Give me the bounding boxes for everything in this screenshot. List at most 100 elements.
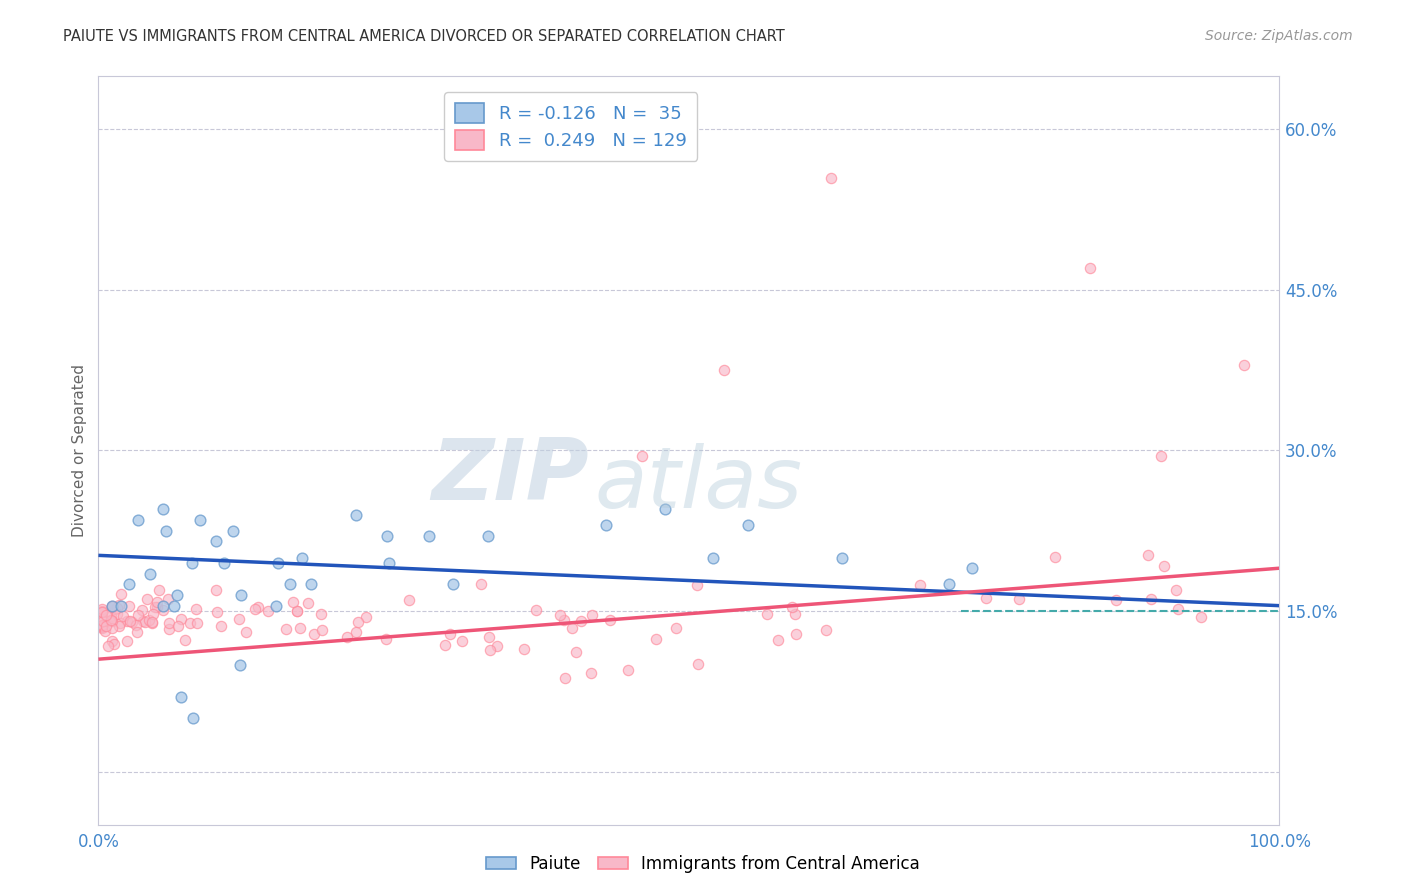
Point bbox=[120, 614, 142, 628]
Point bbox=[470, 577, 492, 591]
Point bbox=[100, 613, 122, 627]
Point bbox=[186, 615, 208, 630]
Point bbox=[157, 592, 180, 607]
Point bbox=[155, 524, 177, 538]
Point bbox=[311, 607, 333, 621]
Point bbox=[290, 550, 312, 565]
Point bbox=[737, 518, 759, 533]
Point bbox=[91, 621, 114, 635]
Point bbox=[118, 599, 141, 613]
Point bbox=[110, 599, 132, 613]
Point bbox=[264, 599, 287, 613]
Point bbox=[346, 615, 368, 629]
Point bbox=[91, 603, 114, 617]
Point bbox=[336, 630, 359, 644]
Point bbox=[104, 602, 127, 616]
Point bbox=[91, 619, 114, 633]
Point bbox=[131, 603, 153, 617]
Point bbox=[117, 634, 139, 648]
Point bbox=[780, 599, 803, 614]
Point bbox=[157, 616, 180, 631]
Point bbox=[91, 605, 114, 619]
Point bbox=[281, 595, 304, 609]
Point bbox=[561, 621, 583, 635]
Point bbox=[180, 556, 202, 570]
Point bbox=[222, 524, 245, 538]
Point bbox=[1153, 558, 1175, 573]
Point bbox=[103, 637, 125, 651]
Point bbox=[686, 657, 709, 671]
Point bbox=[105, 607, 128, 621]
Legend: R = -0.126   N =  35, R =  0.249   N = 129: R = -0.126 N = 35, R = 0.249 N = 129 bbox=[444, 93, 697, 161]
Point bbox=[148, 583, 170, 598]
Point bbox=[166, 588, 188, 602]
Point bbox=[141, 615, 163, 629]
Point bbox=[246, 600, 269, 615]
Point bbox=[91, 620, 114, 634]
Point bbox=[579, 665, 602, 680]
Point bbox=[166, 618, 188, 632]
Point bbox=[229, 588, 252, 602]
Point bbox=[132, 615, 155, 629]
Point bbox=[595, 518, 617, 533]
Point bbox=[181, 711, 204, 725]
Point bbox=[702, 550, 724, 565]
Point bbox=[756, 607, 779, 621]
Text: atlas: atlas bbox=[595, 442, 803, 525]
Point bbox=[98, 614, 121, 628]
Point bbox=[146, 599, 169, 614]
Point bbox=[1008, 592, 1031, 607]
Point bbox=[1150, 449, 1173, 463]
Point bbox=[297, 596, 319, 610]
Point bbox=[569, 614, 592, 628]
Point bbox=[814, 624, 837, 638]
Point bbox=[138, 614, 160, 628]
Point bbox=[485, 639, 508, 653]
Point bbox=[212, 556, 235, 570]
Point bbox=[135, 592, 157, 607]
Point bbox=[204, 534, 226, 549]
Point bbox=[146, 595, 169, 609]
Point bbox=[1233, 358, 1256, 372]
Point bbox=[97, 639, 120, 653]
Point bbox=[554, 671, 576, 685]
Point bbox=[108, 598, 131, 612]
Point bbox=[125, 625, 148, 640]
Point bbox=[91, 602, 114, 616]
Point bbox=[118, 577, 141, 591]
Point bbox=[96, 619, 118, 633]
Point bbox=[235, 624, 257, 639]
Point bbox=[188, 513, 211, 527]
Point bbox=[228, 612, 250, 626]
Point bbox=[686, 578, 709, 592]
Point bbox=[665, 622, 688, 636]
Point bbox=[478, 642, 501, 657]
Point bbox=[524, 602, 547, 616]
Point bbox=[768, 633, 790, 648]
Point bbox=[111, 608, 134, 623]
Point bbox=[91, 605, 114, 619]
Text: ZIP: ZIP bbox=[430, 435, 589, 518]
Point bbox=[433, 639, 456, 653]
Point bbox=[134, 615, 156, 629]
Point bbox=[441, 577, 464, 591]
Point bbox=[163, 599, 186, 613]
Point bbox=[299, 577, 322, 591]
Point bbox=[141, 615, 163, 630]
Point bbox=[938, 577, 960, 591]
Point bbox=[375, 632, 398, 646]
Point bbox=[375, 529, 398, 543]
Point bbox=[1136, 549, 1159, 563]
Point bbox=[186, 602, 208, 616]
Point bbox=[974, 591, 997, 605]
Point bbox=[285, 604, 308, 618]
Text: PAIUTE VS IMMIGRANTS FROM CENTRAL AMERICA DIVORCED OR SEPARATED CORRELATION CHAR: PAIUTE VS IMMIGRANTS FROM CENTRAL AMERIC… bbox=[63, 29, 785, 44]
Point bbox=[94, 624, 117, 638]
Point bbox=[439, 627, 461, 641]
Point bbox=[169, 612, 191, 626]
Point bbox=[257, 603, 280, 617]
Point bbox=[477, 529, 499, 543]
Point bbox=[910, 578, 932, 592]
Point bbox=[170, 690, 193, 704]
Point bbox=[107, 619, 129, 633]
